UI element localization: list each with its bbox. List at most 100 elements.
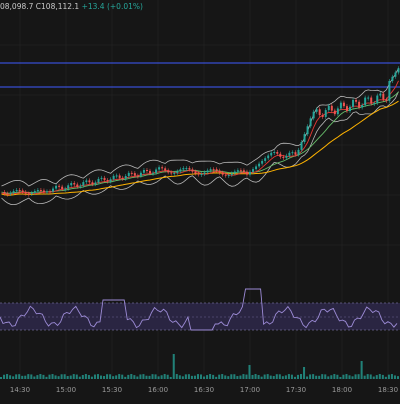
candle-body [236,170,239,172]
volume-bar [154,374,157,379]
candle-body [55,185,58,189]
volume-bar [242,374,245,379]
candle-body [288,152,291,156]
volume-bar [100,375,103,379]
candle-body [394,72,397,77]
candle-body [191,169,194,172]
volume-bar [221,374,224,379]
volume-bar [287,374,290,379]
volume-bar [45,376,48,379]
candle-body [294,152,297,155]
volume-bar [190,375,193,379]
candle-body [127,172,130,177]
candle-body [73,183,76,185]
candle-body [188,168,191,170]
candle-body [106,180,109,182]
volume-bar [212,374,215,379]
candle-body [91,182,94,185]
volume-bar [6,374,9,379]
candle-body [370,97,373,104]
volume-bar [0,377,3,379]
volume-bar [245,374,248,379]
candle-body [42,190,45,193]
candle-body [170,172,173,174]
candle-body [318,109,321,115]
volume-bar [63,374,66,379]
volume-bar [178,375,181,379]
candle-body [279,153,282,157]
candle-body [282,156,285,158]
candle-body [167,170,170,173]
volume-bar [151,374,154,379]
volume-bar [148,375,151,379]
volume-bar [121,374,124,379]
volume-bar [327,376,330,379]
volume-bar [218,374,221,379]
candle-body [64,188,67,190]
candle-body [364,97,367,106]
volume-bar [24,375,27,379]
candle-body [103,177,106,181]
candle-body [3,192,6,194]
candle-body [273,152,276,154]
volume-bar [60,374,63,379]
volume-bar [181,376,184,379]
candle-body [221,172,224,175]
candle-body [139,172,142,176]
ohlc-values: 08,098.7 C108,112.1 [0,2,80,11]
candle-body [209,169,212,171]
bollinger-lower-band [1,91,399,206]
time-axis-label: 17:30 [286,386,306,394]
candlestick-series [3,66,400,197]
volume-bar [163,374,166,379]
candle-body [203,172,206,174]
candle-body [227,175,230,177]
candle-body [303,134,306,142]
volume-bar [393,375,396,379]
volume-bar [360,361,363,379]
volume-bar [372,376,375,379]
volume-bar [36,375,39,379]
volume-bar [69,375,72,379]
candle-body [321,114,324,117]
candle-body [30,192,33,194]
volume-bar [315,375,318,379]
volume-bar [369,374,372,379]
candle-body [142,169,145,173]
time-axis-label: 18:30 [378,386,398,394]
volume-bar [115,375,118,379]
volume-bar [300,374,303,379]
candle-body [67,185,70,189]
volume-bar [230,374,233,379]
candle-body [100,177,103,179]
volume-bar [384,376,387,379]
candle-body [76,184,79,187]
volume-bar [206,375,209,379]
volume-bar [169,376,172,379]
volume-bar [3,374,6,379]
volume-bars [0,354,399,379]
candle-body [24,192,27,194]
moving-average-orange [1,100,399,196]
volume-bar [166,374,169,379]
candle-body [270,152,273,156]
volume-bar [351,376,354,379]
bollinger-upper-band [1,67,399,187]
candle-body [233,171,236,174]
volume-bar [184,374,187,379]
volume-bar [284,375,287,379]
volume-bar [396,376,399,379]
volume-bar [290,374,293,379]
volume-bar [254,374,257,379]
volume-bar [366,374,369,379]
volume-bar [133,375,136,379]
candle-body [264,158,267,161]
volume-bar [224,375,227,379]
volume-bar [215,376,218,379]
volume-bar [203,376,206,379]
volume-bar [142,374,145,379]
volume-bar [387,374,390,379]
candle-body [312,111,315,119]
